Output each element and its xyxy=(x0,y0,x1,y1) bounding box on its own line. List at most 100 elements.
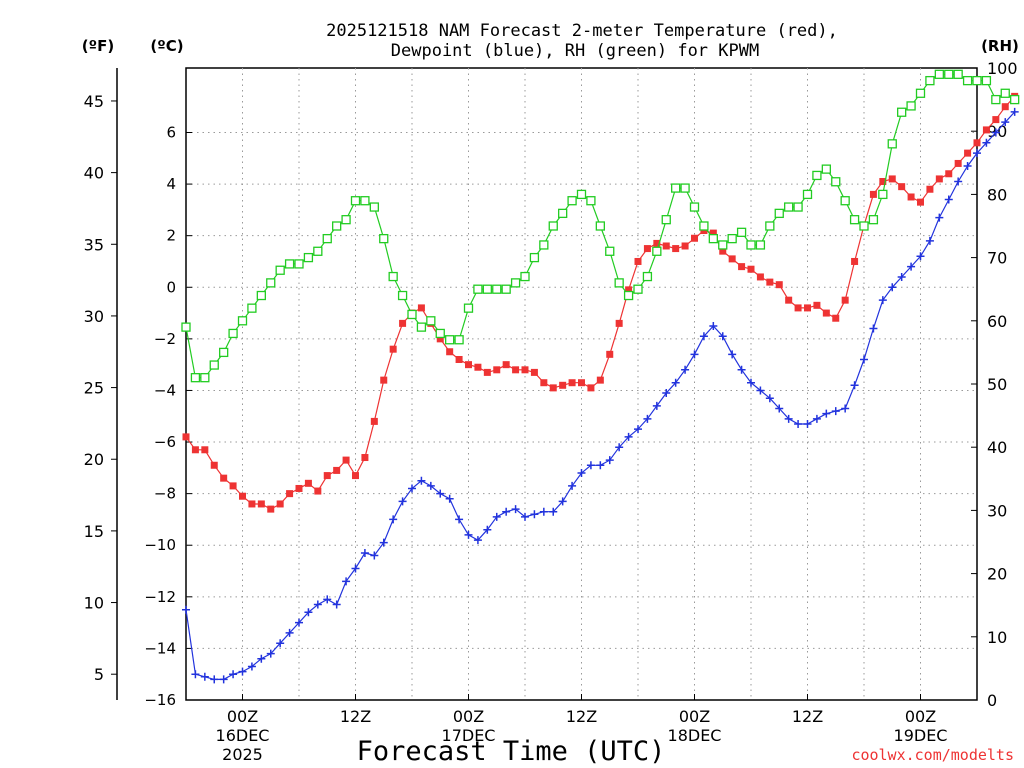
dewpoint-point xyxy=(794,419,803,428)
dewpoint-point xyxy=(897,272,906,281)
rh-point xyxy=(887,139,897,149)
rh-point xyxy=(586,196,596,206)
rh-tick-label: 70 xyxy=(987,249,1007,268)
fahrenheit-tick-label: 10 xyxy=(84,594,104,613)
rh-point xyxy=(407,309,417,320)
temperature-point xyxy=(634,257,642,265)
dewpoint-point xyxy=(285,628,294,637)
dewpoint-point xyxy=(558,497,567,506)
celsius-tick-label: 2 xyxy=(166,227,176,245)
dewpoint-point xyxy=(803,419,812,428)
fahrenheit-tick-label: 15 xyxy=(84,522,104,541)
rh-tick-label: 60 xyxy=(987,312,1007,331)
rh-point xyxy=(219,347,229,358)
dewpoint-point xyxy=(596,461,605,470)
grid-lines xyxy=(186,68,977,700)
fahrenheit-tick-label: 5 xyxy=(94,665,104,684)
dewpoint-point xyxy=(888,283,897,292)
rh-point xyxy=(332,221,342,231)
rh-point xyxy=(934,69,944,79)
dewpoint-point xyxy=(182,605,190,614)
rh-point xyxy=(699,221,709,231)
rh-point xyxy=(765,221,775,231)
rh-point xyxy=(539,240,549,250)
dewpoint-point xyxy=(963,162,972,171)
dewpoint-point xyxy=(699,332,708,341)
rh-point xyxy=(1000,88,1010,98)
rh-point xyxy=(181,322,191,332)
celsius-tick-label: −10 xyxy=(144,536,176,554)
temperature-point xyxy=(625,286,633,294)
dewpoint-point xyxy=(681,365,690,374)
fahrenheit-tick-label: 25 xyxy=(84,379,104,398)
temperature-point xyxy=(323,472,331,480)
rh-point xyxy=(435,328,445,339)
rh-point xyxy=(642,271,653,282)
rh-point xyxy=(906,101,916,111)
rh-point xyxy=(341,215,351,225)
rh-point xyxy=(313,246,323,256)
time-tick-label: 00Z xyxy=(905,707,936,726)
rh-point xyxy=(868,215,879,225)
dewpoint-point xyxy=(624,432,633,441)
time-tick-year: 2025 xyxy=(222,745,263,764)
dewpoint-point xyxy=(219,675,228,684)
dewpoint-point xyxy=(671,378,680,387)
rh-point xyxy=(360,196,370,206)
dewpoint-point xyxy=(784,414,793,423)
rh-point xyxy=(878,189,888,200)
dewpoint-point xyxy=(643,414,652,423)
dewpoint-point xyxy=(351,564,360,573)
temperature-point xyxy=(935,175,943,183)
dewpoint-point xyxy=(709,321,718,330)
dewpoint-point xyxy=(408,484,416,493)
time-tick-label: 00Z xyxy=(453,707,484,726)
dewpoint-point xyxy=(266,649,275,658)
rh-point xyxy=(473,284,483,294)
dewpoint-point xyxy=(991,128,1000,137)
time-tick-date: 17DEC xyxy=(442,726,496,745)
fahrenheit-unit-label: (ºF) xyxy=(82,37,114,55)
temperature-point xyxy=(446,348,454,356)
temperature-point xyxy=(417,304,425,312)
temperature-point xyxy=(785,296,793,304)
celsius-tick-label: −16 xyxy=(144,691,176,709)
rh-point xyxy=(953,69,963,79)
temperature-point xyxy=(530,368,538,376)
dewpoint-point xyxy=(191,670,200,679)
rh-point xyxy=(284,259,295,269)
temperature-point xyxy=(361,454,369,462)
temperature-point xyxy=(229,482,237,490)
rh-point xyxy=(266,278,276,288)
temperature-point xyxy=(474,363,482,371)
temperature-point xyxy=(314,487,322,495)
dewpoint-point xyxy=(304,608,313,617)
rh-point xyxy=(840,196,850,206)
temperature-point xyxy=(304,479,312,487)
dewpoint-point xyxy=(822,409,831,418)
temperature-point xyxy=(220,474,228,482)
rh-tick-label: 40 xyxy=(987,438,1007,457)
dewpoint-point xyxy=(869,324,878,333)
rh-point xyxy=(1010,94,1020,105)
temperature-point xyxy=(728,255,736,263)
dewpoint-point xyxy=(295,618,303,627)
temperature-point xyxy=(502,361,510,369)
dewpoint-point xyxy=(652,401,661,410)
dewpoint-point xyxy=(370,551,379,560)
dewpoint-point xyxy=(276,639,285,648)
temperature-point xyxy=(794,304,802,312)
dewpoint-point xyxy=(916,252,925,261)
temperature-point xyxy=(709,229,717,237)
dewpoint-point xyxy=(549,507,558,516)
fahrenheit-tick-label: 30 xyxy=(84,307,104,326)
temperature-point xyxy=(333,466,341,474)
rh-point xyxy=(416,322,427,332)
temperature-point xyxy=(521,366,529,374)
dewpoint-point xyxy=(398,497,407,506)
rh-point xyxy=(831,177,841,187)
temperature-point xyxy=(907,193,915,201)
temperature-point xyxy=(917,198,924,206)
rh-point xyxy=(350,196,361,206)
